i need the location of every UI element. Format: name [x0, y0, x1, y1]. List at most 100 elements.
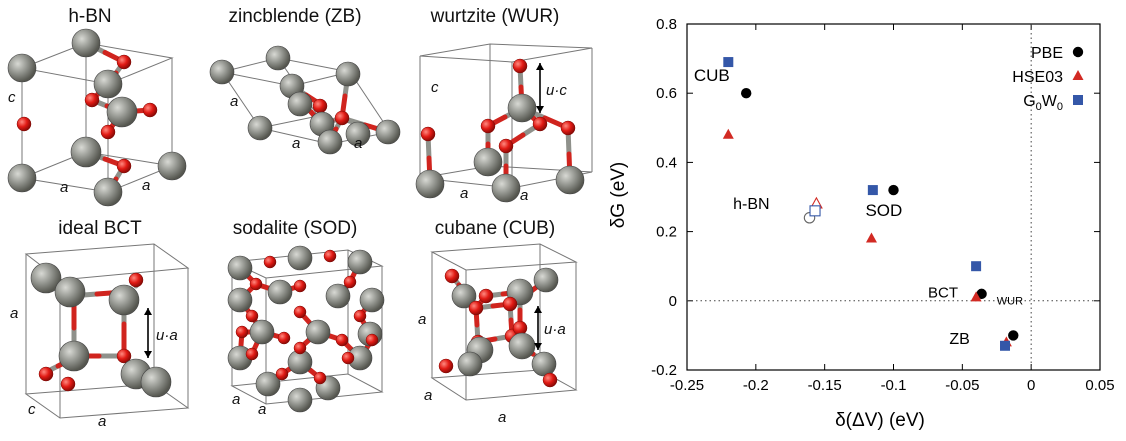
lattice-label-a: a — [418, 311, 426, 328]
scatter-chart: -0.25 -0.2 -0.15 -0.1 -0.05 0 0.05-0.200.20.40… — [608, 16, 1115, 431]
atom-nitrogen — [293, 341, 307, 355]
y-tick-label: 0.6 — [656, 85, 677, 102]
atom-nitrogen — [142, 102, 158, 118]
atom-nitrogen — [498, 138, 514, 154]
atom-boron — [247, 115, 273, 141]
atom-boron — [58, 340, 90, 372]
y-tick-label: 0.4 — [656, 154, 677, 171]
atom-boron — [108, 284, 140, 316]
arrowhead — [536, 106, 544, 113]
atom-nitrogen — [84, 92, 100, 108]
atom-nitrogen — [245, 347, 259, 361]
data-point-g0w0-cub — [723, 57, 734, 68]
arrowhead — [534, 343, 542, 350]
atom-boron — [140, 366, 172, 398]
atom-boron — [30, 262, 62, 294]
structure-annotation-wur: WUR — [997, 295, 1023, 307]
atom-nitrogen — [478, 288, 494, 304]
atom-boron — [106, 96, 138, 128]
data-point-g0w0-zb — [1000, 340, 1011, 351]
x-tick-label: -0.05 — [945, 377, 979, 394]
atom-boron — [7, 53, 37, 83]
internal-parameter-label: u·a — [544, 321, 566, 338]
structure-title-zb: zincblende (ZB) — [228, 6, 362, 27]
x-tick-label: -0.2 — [743, 377, 769, 394]
atom-nitrogen — [341, 351, 355, 365]
atom-boron — [491, 173, 521, 203]
x-axis-label: δ(ΔV) (eV) — [835, 410, 925, 431]
atom-boron — [7, 163, 37, 193]
structure-annotation-cub: CUB — [694, 66, 730, 85]
x-tick-label: -0.15 — [808, 377, 842, 394]
atom-nitrogen — [353, 309, 367, 323]
internal-parameter-label: u·a — [156, 327, 178, 344]
atom-nitrogen — [100, 124, 116, 140]
atom-boron — [265, 45, 291, 71]
atom-boron — [267, 279, 293, 305]
atom-boron — [345, 121, 371, 147]
atom-nitrogen — [245, 309, 259, 323]
legend-marker-hse03 — [1072, 70, 1084, 80]
atom-boron — [54, 276, 86, 308]
atom-nitrogen — [275, 367, 289, 381]
atom-nitrogen — [512, 58, 528, 74]
chart-panel: -0.25 -0.2 -0.15 -0.1 -0.05 0 0.05 -0.2 0 0.2 0.4 0… — [600, 0, 1126, 436]
data-point-hse03-bct — [970, 291, 982, 302]
data-point-hse03-cub — [722, 128, 734, 139]
atom-nitrogen — [293, 305, 307, 319]
atom-nitrogen — [480, 118, 496, 134]
data-point-g0w0-sod — [867, 185, 878, 196]
atom-nitrogen — [116, 158, 132, 174]
structure-annotation-sod: SOD — [865, 201, 902, 220]
lattice-label-c: c — [28, 401, 36, 418]
lattice-label-c: c — [431, 79, 439, 96]
unit-cell-frame — [419, 43, 593, 63]
y-tick-label: 0.8 — [656, 16, 677, 33]
structure-annotation-bct: BCT — [928, 284, 958, 301]
atom-nitrogen — [323, 249, 337, 263]
lattice-label-a: a — [10, 305, 18, 322]
structure-title-cub: cubane (CUB) — [434, 218, 556, 239]
atom-nitrogen — [502, 296, 518, 312]
x-tick-label: -0.25 — [670, 377, 704, 394]
atom-boron — [507, 93, 537, 123]
lattice-label-a: a — [60, 179, 68, 196]
arrowhead — [536, 63, 544, 70]
x-tick-label: 0 — [1027, 377, 1035, 394]
x-tick-label: 0.05 — [1085, 377, 1114, 394]
atom-boron — [359, 287, 385, 313]
structure-title-wur: wurtzite (WUR) — [430, 6, 560, 27]
atom-boron — [287, 91, 313, 117]
atom-nitrogen — [468, 300, 484, 316]
legend-marker-pbe — [1072, 46, 1084, 58]
atom-nitrogen — [542, 372, 558, 388]
atom-nitrogen — [343, 275, 357, 289]
atom-nitrogen — [335, 333, 349, 347]
atom-boron — [531, 351, 557, 377]
atom-boron — [287, 245, 313, 271]
atom-nitrogen — [420, 126, 436, 142]
data-point-pbe-sod — [888, 184, 899, 196]
structure-title-hbn: h-BN — [68, 6, 112, 27]
internal-parameter-label: u·c — [546, 82, 567, 99]
atom-nitrogen — [277, 331, 291, 345]
lattice-label-a: a — [520, 187, 528, 204]
structure-annotation-zb: ZB — [949, 331, 969, 348]
atom-boron — [227, 255, 253, 281]
atom-nitrogen — [313, 371, 327, 385]
lattice-label-a: a — [232, 391, 240, 408]
atom-nitrogen — [128, 272, 144, 288]
atom-nitrogen — [365, 333, 379, 347]
crystal-structures-illustration: c a a a a a c a a u·c a c a u·a a a a a a u·a — [7, 28, 593, 430]
atom-boron — [451, 283, 477, 309]
atom-nitrogen — [116, 54, 132, 70]
legend-label-g0w0: G0W0 — [1023, 93, 1063, 113]
atom-nitrogen — [532, 116, 548, 132]
arrowhead — [534, 306, 542, 313]
y-tick-label: 0 — [669, 293, 677, 310]
x-tick-label: -0.1 — [881, 377, 907, 394]
lattice-label-a: a — [354, 135, 362, 152]
atom-boron — [157, 151, 187, 181]
atom-boron — [287, 387, 313, 413]
atom-nitrogen — [60, 376, 76, 392]
